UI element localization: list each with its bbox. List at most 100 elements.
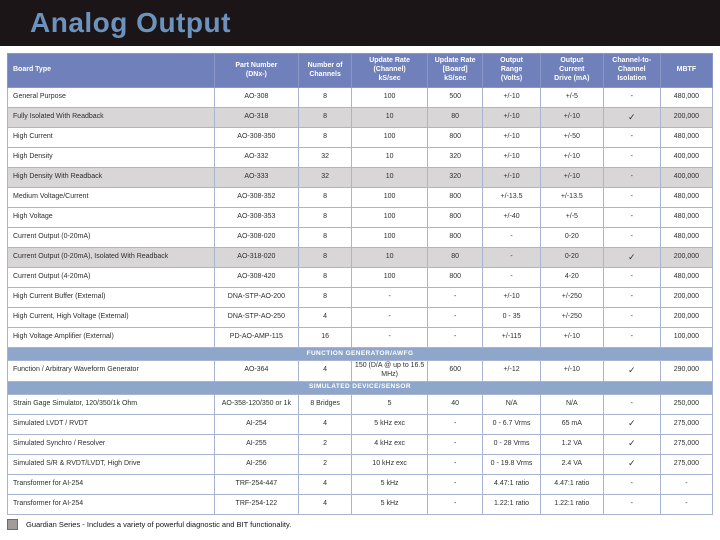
column-header-isolation: Channel-to- Channel Isolation — [602, 53, 661, 88]
isolation-cell: - — [602, 167, 661, 188]
column-header-output_range: Output Range (Volts) — [482, 53, 541, 88]
table-row: General Purpose AO-308 8 100 500 +/-10 +/-5-48… — [7, 87, 714, 108]
part_number-cell: AO-333 — [213, 167, 300, 188]
board_type-cell: High Density — [7, 147, 215, 168]
num_channels-cell: 8 — [298, 267, 353, 288]
update_board-cell: - — [427, 413, 484, 435]
update_channel-cell: 100 — [351, 227, 429, 248]
mbtf-cell: 200,000 — [659, 307, 714, 328]
guardian-series-swatch — [7, 518, 18, 530]
update_board-cell: - — [427, 433, 484, 455]
update_channel-cell: 100 — [351, 267, 429, 288]
title-band: Analog Output — [0, 0, 720, 46]
update_channel-cell: 10 — [351, 167, 429, 188]
part_number-cell: TRF-254-447 — [213, 473, 300, 495]
isolation-cell: - — [602, 87, 661, 108]
output_range-cell: 0 - 19.8 Vrms — [482, 453, 541, 475]
table-row: High Current, High Voltage (External) DNA… — [7, 307, 714, 328]
update_board-cell: 80 — [427, 107, 484, 128]
guardian-legend: Guardian Series - Includes a variety of … — [7, 518, 713, 530]
output_range-cell: 0 - 6.7 Vrms — [482, 413, 541, 435]
board_type-cell: Medium Voltage/Current — [7, 187, 215, 208]
isolation-cell: - — [602, 287, 661, 308]
update_board-cell: 800 — [427, 227, 484, 248]
num_channels-cell: 8 — [298, 107, 353, 128]
board_type-cell: Simulated LVDT / RVDT — [7, 413, 215, 435]
board_type-cell: High Current Buffer (External) — [7, 287, 215, 308]
table-header-row: Board Type Part Number (DNx-) Number of Ch… — [7, 53, 714, 88]
output_drive-cell: +/-50 — [539, 127, 604, 148]
isolation-cell checkmark-icon: ✓ — [602, 433, 661, 455]
num_channels-cell: 4 — [298, 360, 353, 382]
part_number-cell: AO-318 — [213, 107, 300, 128]
output_range-cell: +/-13.5 — [482, 187, 541, 208]
output_drive-cell: +/-13.5 — [539, 187, 604, 208]
update_channel-cell: 100 — [351, 207, 429, 228]
part_number-cell: AO-364 — [213, 360, 300, 382]
mbtf-cell: 100,000 — [659, 327, 714, 348]
output_drive-cell: 4-20 — [539, 267, 604, 288]
num_channels-cell: 8 — [298, 227, 353, 248]
part_number-cell: TRF-254-122 — [213, 493, 300, 515]
update_channel-cell: - — [351, 287, 429, 308]
update_channel-cell: 100 — [351, 127, 429, 148]
table-row-guardian: Fully Isolated With Readback AO-318 8 10 80 +… — [7, 107, 714, 128]
isolation-cell: - — [602, 207, 661, 228]
table-row: Strain Gage Simulator, 120/350/1k Ohm AO-… — [7, 393, 714, 415]
board_type-cell: Function / Arbitrary Waveform Generator — [7, 360, 215, 382]
num_channels-cell: 2 — [298, 433, 353, 455]
isolation-cell checkmark-icon: ✓ — [602, 413, 661, 435]
section-header-label: SIMULATED DEVICE/SENSOR — [7, 380, 713, 395]
table-row: Simulated LVDT / RVDT AI-254 4 5 kHz exc -0 … — [7, 413, 714, 435]
board_type-cell: High Voltage Amplifier (External) — [7, 327, 215, 348]
part_number-cell: AO-308-420 — [213, 267, 300, 288]
update_board-cell: - — [427, 307, 484, 328]
column-header-num_channels: Number of Channels — [298, 53, 353, 88]
num_channels-cell: 2 — [298, 453, 353, 475]
mbtf-cell: 275,000 — [659, 433, 714, 455]
part_number-cell: PD-AO-AMP-115 — [213, 327, 300, 348]
num_channels-cell: 32 — [298, 167, 353, 188]
output_range-cell: - — [482, 247, 541, 268]
isolation-cell: - — [602, 267, 661, 288]
update_board-cell: 600 — [427, 360, 484, 382]
isolation-cell checkmark-icon: ✓ — [602, 247, 661, 268]
isolation-cell: - — [602, 187, 661, 208]
update_channel-cell: - — [351, 307, 429, 328]
num_channels-cell: 8 Bridges — [298, 393, 353, 415]
mbtf-cell: 290,000 — [659, 360, 714, 382]
table-row: Current Output (4-20mA) AO-308-420 8 100 800… — [7, 267, 714, 288]
table-row: Medium Voltage/Current AO-308-352 8 100 800 +… — [7, 187, 714, 208]
part_number-cell: DNA-STP-AO-250 — [213, 307, 300, 328]
update_channel-cell: 5 kHz — [351, 493, 429, 515]
isolation-cell: - — [602, 327, 661, 348]
output_range-cell: 0 - 35 — [482, 307, 541, 328]
mbtf-cell: 400,000 — [659, 167, 714, 188]
isolation-cell: - — [602, 473, 661, 495]
mbtf-cell: 480,000 — [659, 127, 714, 148]
part_number-cell: AO-318-020 — [213, 247, 300, 268]
output_range-cell: +/-10 — [482, 167, 541, 188]
isolation-cell: - — [602, 307, 661, 328]
isolation-cell: - — [602, 493, 661, 515]
mbtf-cell: 200,000 — [659, 107, 714, 128]
update_board-cell: 800 — [427, 267, 484, 288]
update_channel-cell: 10 — [351, 247, 429, 268]
mbtf-cell: 400,000 — [659, 147, 714, 168]
output_range-cell: 1.22:1 ratio — [482, 493, 541, 515]
mbtf-cell: 480,000 — [659, 267, 714, 288]
guardian-legend-text: Guardian Series - Includes a variety of … — [26, 519, 292, 529]
update_channel-cell: 10 — [351, 147, 429, 168]
output_range-cell: +/-10 — [482, 127, 541, 148]
output_drive-cell: 1.22:1 ratio — [539, 493, 604, 515]
mbtf-cell: 275,000 — [659, 453, 714, 475]
num_channels-cell: 8 — [298, 247, 353, 268]
update_channel-cell: 100 — [351, 87, 429, 108]
output_drive-cell: 1.2 VA — [539, 433, 604, 455]
board_type-cell: Current Output (0-20mA) — [7, 227, 215, 248]
output_range-cell: +/-40 — [482, 207, 541, 228]
update_channel-cell: 150 (D/A @ up to 16.5 MHz) — [351, 360, 429, 382]
mbtf-cell: 275,000 — [659, 413, 714, 435]
mbtf-cell: - — [659, 473, 714, 495]
isolation-cell checkmark-icon: ✓ — [602, 107, 661, 128]
